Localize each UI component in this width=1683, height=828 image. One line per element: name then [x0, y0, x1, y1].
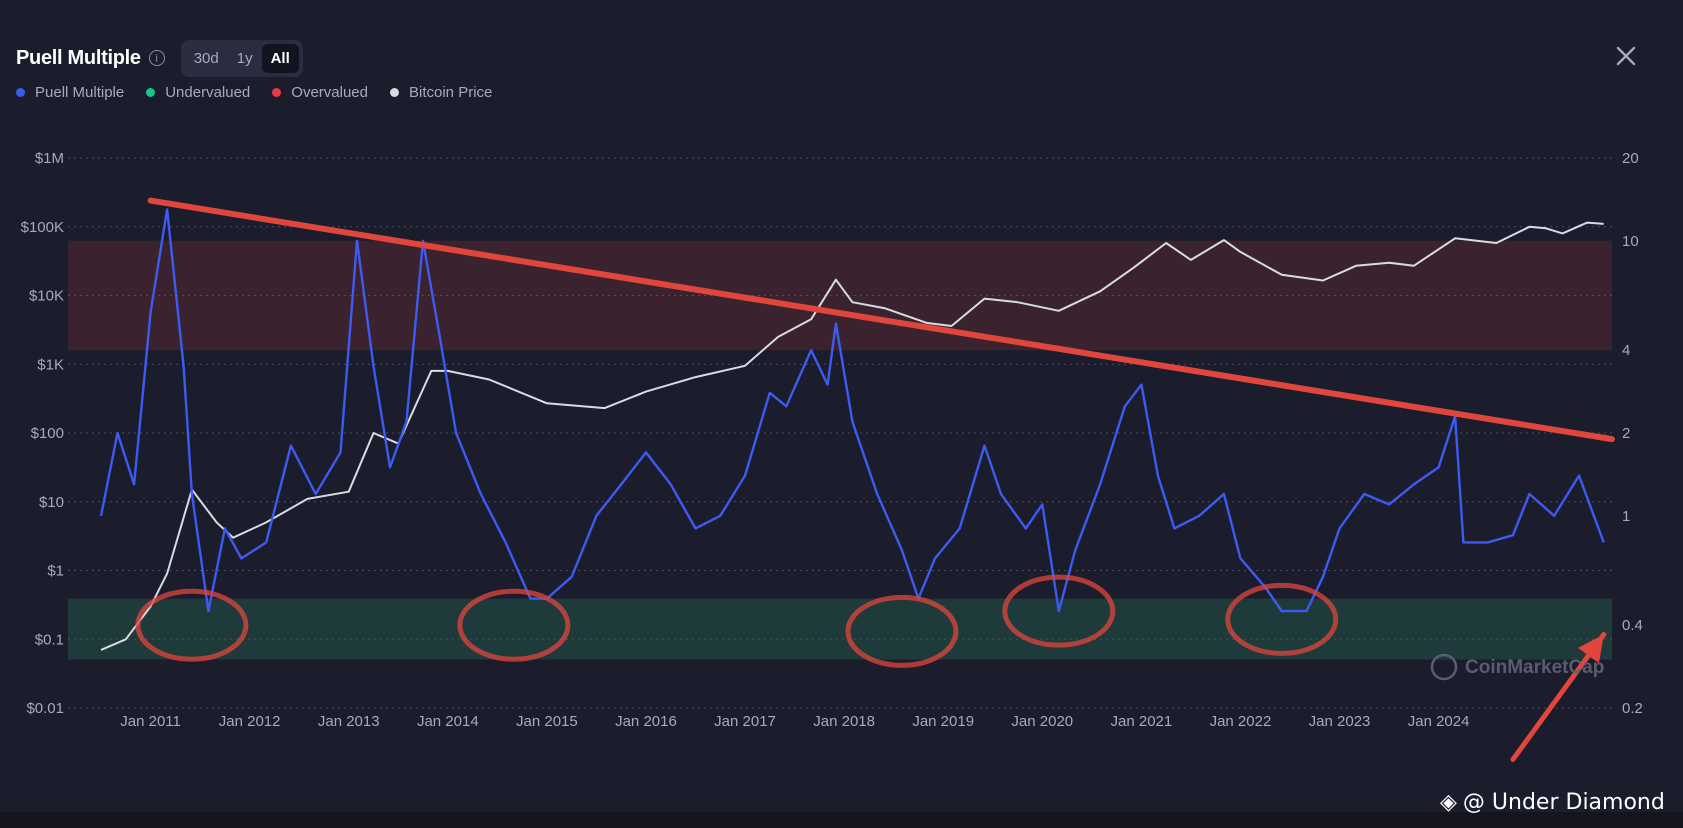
info-circle-icon[interactable]: i [148, 50, 165, 66]
y-left-tick-label: $0.1 [35, 631, 64, 648]
zone-undervalued [68, 598, 1612, 660]
axis-layer: $1M $100K $10K $1K $100 $10 $1 $0.1 $0.01 20 10 4 2 1… [21, 150, 1643, 730]
y-left-tick-label: $1M [35, 150, 64, 167]
time-range-selector: 30d 1y All [180, 39, 303, 77]
legend-dot-undervalued [146, 88, 156, 97]
circle-annotation [1002, 574, 1116, 648]
bottom-strip [0, 812, 1683, 828]
y-left-tick-label: $1 [47, 563, 64, 580]
y-right-tick-label: 0.2 [1622, 700, 1643, 717]
watermark-text: @ Under Diamond [1462, 790, 1665, 815]
series-layer [99, 208, 1605, 651]
y-right-tick-label: 4 [1622, 342, 1630, 359]
bitcoin-price-line [100, 221, 1604, 651]
x-tick-label: Jan 2023 [1309, 713, 1371, 730]
range-button-all[interactable]: All [261, 43, 299, 73]
y-left-tick-label: $100K [21, 219, 64, 236]
x-tick-label: Jan 2020 [1011, 713, 1073, 730]
x-tick-label: Jan 2024 [1408, 713, 1470, 730]
brand-layer: CoinMarketCap [1430, 653, 1604, 681]
range-button-30d[interactable]: 30d [193, 49, 219, 67]
circle-annotation [845, 594, 959, 668]
close-icon[interactable] [1612, 42, 1640, 70]
coinmarketcap-brand: CoinMarketCap [1465, 657, 1604, 678]
y-left-tick-label: $100 [31, 425, 64, 442]
legend-dot-bitcoin-price [390, 88, 399, 97]
x-tick-label: Jan 2017 [714, 713, 776, 730]
annotation-layer [135, 197, 1615, 762]
chart-header: Puell Multiple i 30d 1y All [16, 38, 303, 78]
arrow-head-annotation [1577, 634, 1604, 664]
x-tick-label: Jan 2019 [912, 713, 974, 730]
circle-annotation [457, 588, 571, 662]
legend-label-bitcoin-price: Bitcoin Price [409, 84, 493, 101]
y-left-tick-label: $10K [29, 288, 64, 305]
y-right-tick-label: 0.4 [1622, 617, 1643, 634]
x-tick-label: Jan 2013 [318, 713, 380, 730]
legend-item-bitcoin-price[interactable]: Bitcoin Price [390, 84, 492, 101]
y-left-tick-label: $0.01 [26, 700, 64, 717]
x-tick-label: Jan 2012 [219, 713, 281, 730]
x-tick-label: Jan 2011 [120, 713, 181, 730]
y-left-tick-label: $10 [39, 494, 64, 511]
legend-item-overvalued[interactable]: Overvalued [272, 84, 368, 101]
chart-title: Puell Multiple [16, 46, 141, 69]
binance-logo-icon: ◈ [1440, 790, 1457, 815]
zone-overvalued [68, 240, 1612, 351]
circle-annotation [1225, 582, 1339, 656]
legend-label-puell: Puell Multiple [35, 84, 125, 101]
x-tick-label: Jan 2018 [813, 713, 875, 730]
zones-layer [68, 240, 1612, 660]
y-right-tick-label: 1 [1622, 508, 1630, 525]
x-tick-label: Jan 2022 [1210, 713, 1272, 730]
y-right-tick-label: 2 [1622, 425, 1630, 442]
y-left-tick-label: $1K [37, 356, 64, 373]
legend-dot-puell [16, 88, 25, 97]
x-tick-label: Jan 2021 [1111, 713, 1173, 730]
range-button-1y[interactable]: 1y [236, 49, 253, 67]
chart-legend: Puell Multiple Undervalued Overvalued Bi… [16, 84, 514, 101]
legend-dot-overvalued [272, 88, 282, 97]
puell-multiple-line [99, 208, 1605, 613]
legend-label-overvalued: Overvalued [291, 84, 368, 101]
watermark: ◈ @ Under Diamond [1440, 790, 1665, 815]
x-tick-label: Jan 2015 [516, 713, 578, 730]
x-tick-label: Jan 2014 [417, 713, 479, 730]
coinmarketcap-logo-icon [1430, 653, 1458, 681]
y-right-tick-label: 20 [1622, 150, 1639, 167]
legend-label-undervalued: Undervalued [165, 84, 251, 101]
y-right-tick-label: 10 [1622, 233, 1639, 250]
circle-annotation [135, 588, 249, 662]
legend-item-undervalued[interactable]: Undervalued [146, 84, 250, 101]
legend-item-puell[interactable]: Puell Multiple [16, 84, 124, 101]
trendline-annotation [147, 197, 1615, 443]
x-tick-label: Jan 2016 [615, 713, 677, 730]
